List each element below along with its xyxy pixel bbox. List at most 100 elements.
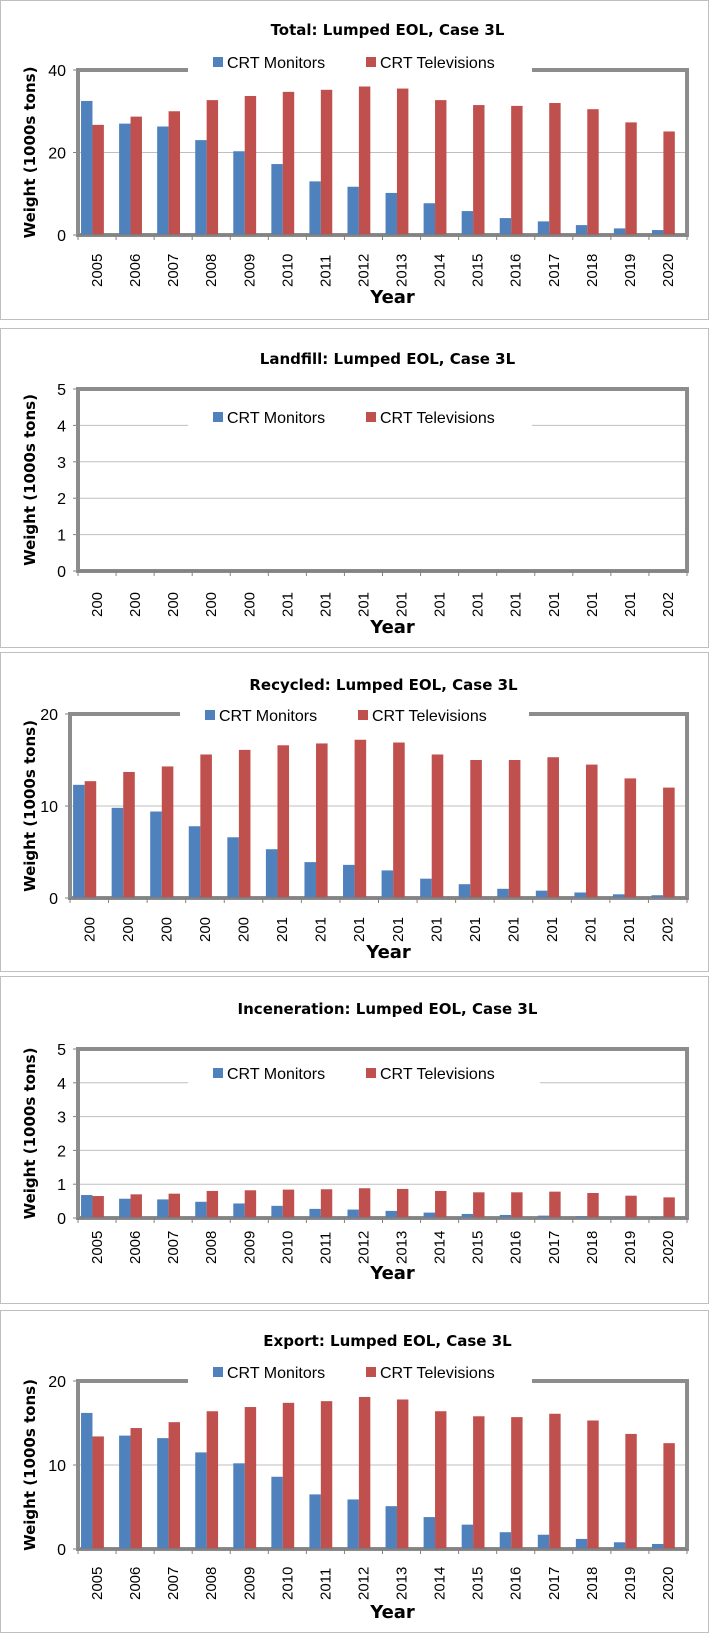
bar-crt-televisions	[358, 1188, 371, 1218]
bar-crt-televisions	[625, 1433, 637, 1549]
bar-crt-televisions	[92, 1196, 104, 1218]
x-tick-label: 201	[467, 917, 484, 942]
bar-crt-televisions	[130, 1428, 142, 1549]
x-tick-label: 201	[317, 592, 334, 617]
bar-crt-televisions	[358, 1396, 371, 1549]
x-tick-label: 201	[546, 592, 563, 617]
legend-label-crt-televisions: CRT Televisions	[380, 1066, 495, 1083]
bar-crt-monitors	[119, 1435, 131, 1549]
x-tick-label: 2020	[660, 1231, 677, 1264]
bar-crt-monitors	[461, 1524, 474, 1549]
x-tick-label: 2014	[432, 254, 449, 287]
y-tick-label: 10	[40, 799, 58, 816]
y-tick-label: 3	[57, 455, 66, 472]
legend: CRT Monitors CRT Televisions	[188, 405, 532, 431]
bar-crt-televisions	[663, 1443, 675, 1549]
x-tick-label: 2015	[470, 1231, 487, 1264]
bar-crt-televisions	[508, 760, 521, 898]
chart-border	[0, 328, 709, 648]
y-tick-label: 4	[57, 418, 66, 435]
y-tick-label: 0	[57, 228, 66, 245]
chart-title: Inceneration: Lumped EOL, Case 3L	[238, 1000, 538, 1018]
x-tick-label: 200	[236, 917, 253, 942]
bar-crt-televisions	[130, 1194, 142, 1218]
chart-panel-4: Inceneration: Lumped EOL, Case 3L 0 1 2 3 4 5 2…	[0, 976, 709, 1304]
legend-background	[188, 405, 532, 431]
bar-crt-televisions	[282, 1189, 295, 1218]
bar-crt-monitors	[271, 1205, 283, 1218]
bar-crt-monitors	[81, 100, 93, 235]
legend-label-crt-monitors: CRT Monitors	[227, 410, 325, 427]
y-tick-label: 20	[48, 146, 66, 163]
bar-crt-monitors	[73, 784, 85, 898]
x-tick-label: 2012	[355, 1567, 372, 1600]
bar-crt-monitors	[458, 884, 471, 898]
bar-crt-televisions	[547, 757, 559, 898]
bar-crt-televisions	[473, 1416, 485, 1549]
bar-crt-monitors	[347, 1209, 359, 1218]
chart-title: Total: Lumped EOL, Case 3L	[271, 21, 505, 39]
x-tick-label: 2006	[127, 1567, 144, 1600]
x-tick-label: 2007	[165, 254, 182, 287]
legend-label-crt-monitors: CRT Monitors	[227, 1066, 325, 1083]
y-tick-label: 0	[57, 1542, 66, 1559]
bar-crt-monitors	[651, 895, 664, 898]
bar-crt-televisions	[396, 88, 409, 235]
y-tick-label: 1	[57, 528, 66, 545]
legend-label-crt-televisions: CRT Televisions	[380, 55, 495, 72]
bar-crt-monitors	[575, 1538, 588, 1549]
bar-crt-monitors	[497, 888, 509, 898]
bar-crt-televisions	[587, 1192, 599, 1218]
bar-crt-monitors	[499, 218, 512, 235]
bar-crt-televisions	[244, 1190, 257, 1218]
x-tick-label: 2006	[127, 1231, 144, 1264]
legend: CRT Monitors CRT Televisions	[180, 703, 529, 729]
bar-crt-monitors	[574, 892, 586, 898]
x-tick-label: 201	[279, 592, 296, 617]
bar-crt-monitors	[461, 1213, 474, 1218]
x-tick-label: 2019	[622, 1231, 639, 1264]
bar-crt-monitors	[233, 1203, 245, 1218]
x-tick-label: 2011	[317, 1568, 334, 1600]
x-tick-label: 2013	[394, 1567, 411, 1600]
bar-crt-monitors	[575, 1216, 588, 1218]
bar-crt-televisions	[624, 778, 637, 898]
bar-crt-monitors	[188, 826, 201, 898]
bar-crt-monitors	[420, 878, 432, 898]
x-tick-label: 2008	[203, 254, 220, 287]
x-tick-label: 202	[660, 592, 677, 617]
y-tick-label: 20	[40, 707, 58, 724]
legend-background	[180, 703, 529, 729]
x-tick-label: 2007	[165, 1567, 182, 1600]
y-tick-label: 2	[57, 1143, 66, 1160]
x-tick-label: 2013	[394, 1231, 411, 1264]
bar-crt-televisions	[585, 764, 598, 898]
bar-crt-monitors	[385, 1210, 397, 1218]
bar-crt-televisions	[549, 103, 561, 235]
y-tick-label: 0	[57, 1211, 66, 1228]
x-tick-label: 2017	[546, 1231, 563, 1264]
legend-swatch-crt-monitors	[213, 1068, 223, 1078]
legend: CRT Monitors CRT Televisions	[188, 50, 532, 76]
bar-crt-televisions	[663, 1197, 675, 1218]
x-tick-label: 2005	[89, 1231, 106, 1264]
x-tick-label: 2007	[165, 1231, 182, 1264]
x-tick-label: 2010	[279, 254, 296, 287]
legend-label-crt-monitors: CRT Monitors	[227, 1365, 325, 1382]
bar-crt-televisions	[473, 105, 485, 235]
x-tick-label: 200	[241, 592, 258, 617]
bar-crt-monitors	[612, 894, 625, 898]
chart-title: Landfill: Lumped EOL, Case 3L	[260, 350, 516, 368]
bar-crt-monitors	[535, 890, 548, 898]
bar-crt-monitors	[304, 862, 317, 898]
x-tick-label: 201	[390, 917, 407, 942]
x-axis-label: Year	[369, 287, 415, 308]
x-axis-label: Year	[369, 1263, 415, 1284]
bar-crt-televisions	[396, 1188, 409, 1218]
bar-crt-televisions	[587, 109, 599, 235]
bar-crt-televisions	[244, 1407, 257, 1549]
legend-swatch-crt-televisions	[358, 710, 368, 720]
bar-crt-monitors	[157, 126, 169, 235]
bar-crt-televisions	[549, 1413, 561, 1549]
bar-crt-televisions	[206, 1411, 219, 1549]
